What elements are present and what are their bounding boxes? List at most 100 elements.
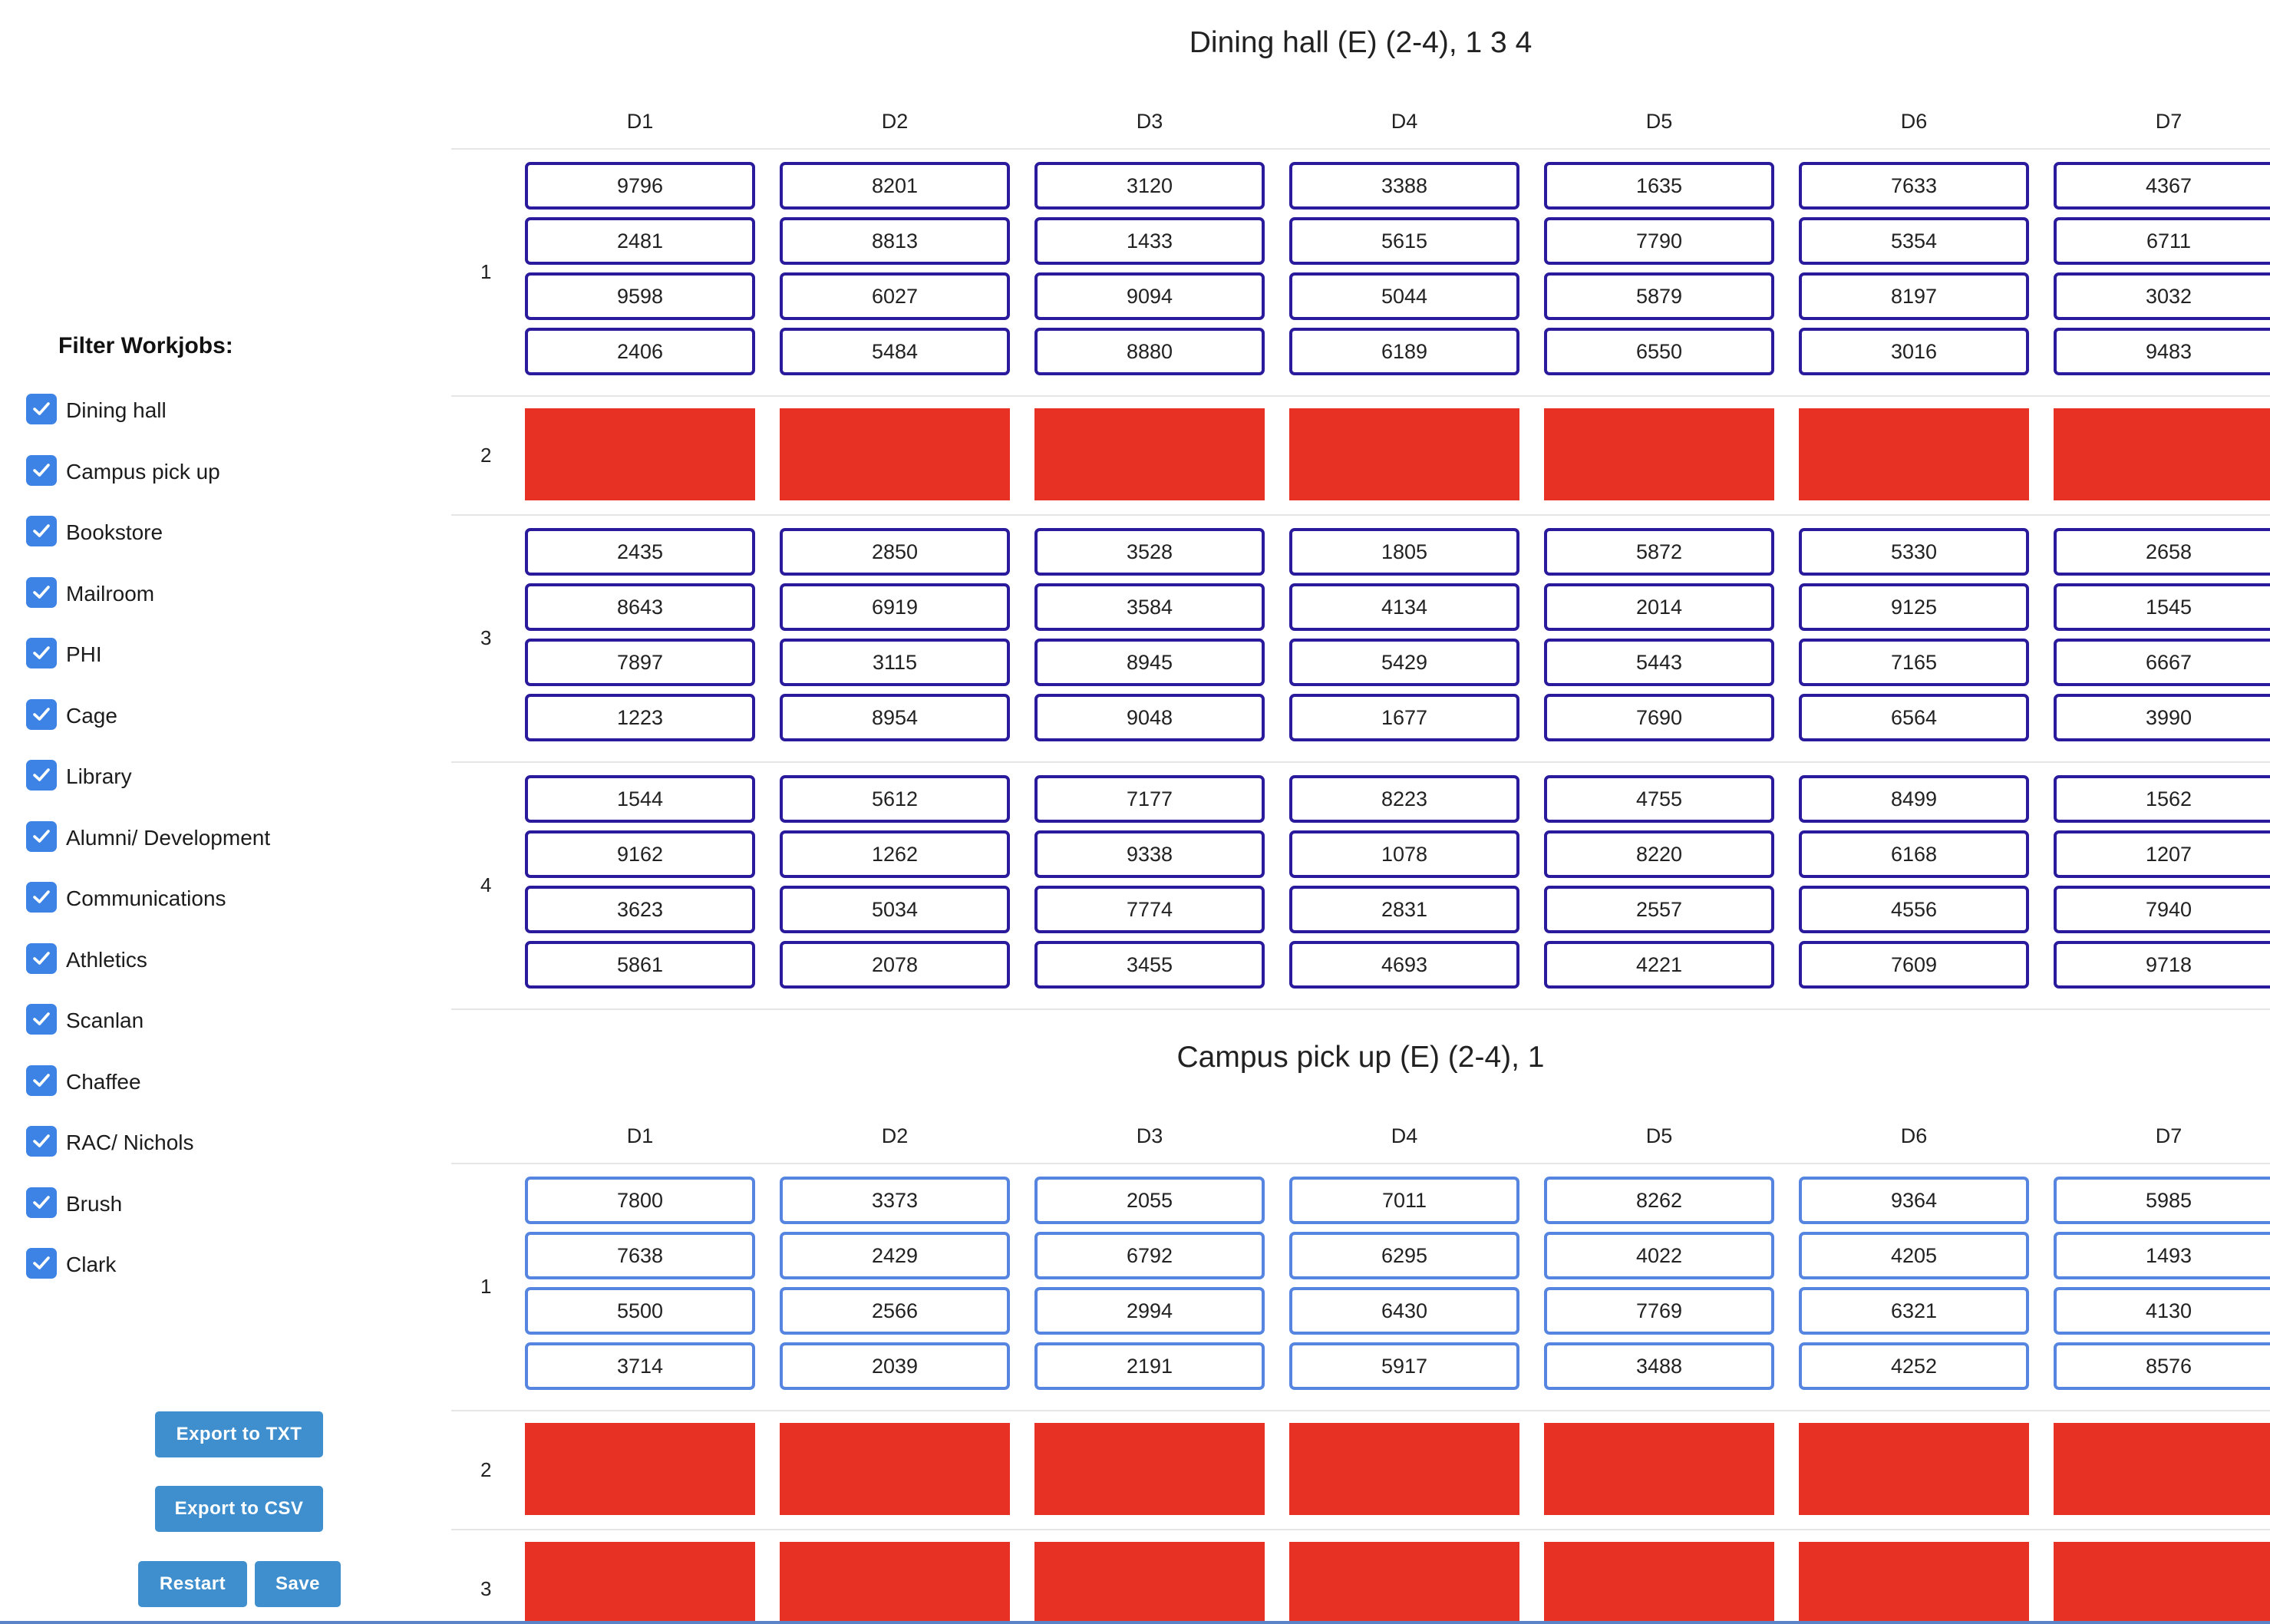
workjob-cell[interactable]: 1677 <box>1289 694 1519 741</box>
workjob-cell[interactable]: 9338 <box>1034 830 1265 878</box>
workjob-cell[interactable]: 5615 <box>1289 217 1519 265</box>
workjob-cell[interactable]: 4205 <box>1799 1232 2029 1279</box>
workjob-cell[interactable]: 7177 <box>1034 775 1265 823</box>
workjob-cell[interactable]: 4367 <box>2054 162 2270 210</box>
checkbox[interactable] <box>26 516 57 546</box>
workjob-cell[interactable]: 9796 <box>525 162 755 210</box>
restart-button[interactable]: Restart <box>138 1561 247 1607</box>
workjob-cell[interactable]: 3032 <box>2054 272 2270 320</box>
workjob-cell[interactable]: 5985 <box>2054 1177 2270 1224</box>
workjob-cell[interactable]: 5034 <box>780 886 1010 933</box>
workjob-cell[interactable]: 2055 <box>1034 1177 1265 1224</box>
workjob-cell[interactable]: 5500 <box>525 1287 755 1335</box>
workjob-cell[interactable]: 5484 <box>780 328 1010 375</box>
workjob-cell[interactable]: 1223 <box>525 694 755 741</box>
workjob-cell[interactable]: 9094 <box>1034 272 1265 320</box>
workjob-cell[interactable]: 7800 <box>525 1177 755 1224</box>
workjob-cell[interactable]: 4755 <box>1544 775 1774 823</box>
save-button[interactable]: Save <box>255 1561 341 1607</box>
workjob-cell[interactable]: 5044 <box>1289 272 1519 320</box>
workjob-cell[interactable]: 1562 <box>2054 775 2270 823</box>
workjob-cell[interactable]: 6667 <box>2054 639 2270 686</box>
checkbox[interactable] <box>26 1187 57 1218</box>
workjob-cell[interactable]: 6321 <box>1799 1287 2029 1335</box>
workjob-cell[interactable]: 8262 <box>1544 1177 1774 1224</box>
workjob-cell[interactable]: 7690 <box>1544 694 1774 741</box>
workjob-cell[interactable]: 7011 <box>1289 1177 1519 1224</box>
checkbox[interactable] <box>26 821 57 852</box>
workjob-cell[interactable]: 4134 <box>1289 583 1519 631</box>
workjob-cell[interactable]: 1805 <box>1289 528 1519 576</box>
workjob-cell[interactable]: 2831 <box>1289 886 1519 933</box>
workjob-cell[interactable]: 7897 <box>525 639 755 686</box>
workjob-cell[interactable]: 2078 <box>780 941 1010 989</box>
workjob-cell[interactable]: 1262 <box>780 830 1010 878</box>
workjob-cell[interactable]: 9162 <box>525 830 755 878</box>
checkbox[interactable] <box>26 760 57 791</box>
checkbox[interactable] <box>26 699 57 730</box>
workjob-cell[interactable]: 2658 <box>2054 528 2270 576</box>
checkbox[interactable] <box>26 394 57 424</box>
workjob-cell[interactable]: 8223 <box>1289 775 1519 823</box>
workjob-cell[interactable]: 6564 <box>1799 694 2029 741</box>
workjob-cell[interactable]: 1493 <box>2054 1232 2270 1279</box>
workjob-cell[interactable]: 1544 <box>525 775 755 823</box>
workjob-cell[interactable]: 7774 <box>1034 886 1265 933</box>
workjob-cell[interactable]: 2850 <box>780 528 1010 576</box>
workjob-cell[interactable]: 1545 <box>2054 583 2270 631</box>
workjob-cell[interactable]: 7940 <box>2054 886 2270 933</box>
workjob-cell[interactable]: 7790 <box>1544 217 1774 265</box>
export-txt-button[interactable]: Export to TXT <box>155 1411 323 1457</box>
workjob-cell[interactable]: 8945 <box>1034 639 1265 686</box>
workjob-cell[interactable]: 2557 <box>1544 886 1774 933</box>
workjob-cell[interactable]: 2481 <box>525 217 755 265</box>
workjob-cell[interactable]: 6430 <box>1289 1287 1519 1335</box>
workjob-cell[interactable]: 9364 <box>1799 1177 2029 1224</box>
workjob-cell[interactable]: 4130 <box>2054 1287 2270 1335</box>
workjob-cell[interactable]: 3584 <box>1034 583 1265 631</box>
workjob-cell[interactable]: 2435 <box>525 528 755 576</box>
workjob-cell[interactable]: 7165 <box>1799 639 2029 686</box>
workjob-cell[interactable]: 4221 <box>1544 941 1774 989</box>
workjob-cell[interactable]: 1635 <box>1544 162 1774 210</box>
workjob-cell[interactable]: 5879 <box>1544 272 1774 320</box>
workjob-cell[interactable]: 7633 <box>1799 162 2029 210</box>
workjob-cell[interactable]: 2994 <box>1034 1287 1265 1335</box>
workjob-cell[interactable]: 2039 <box>780 1342 1010 1390</box>
workjob-cell[interactable]: 6792 <box>1034 1232 1265 1279</box>
workjob-cell[interactable]: 3528 <box>1034 528 1265 576</box>
workjob-cell[interactable]: 5443 <box>1544 639 1774 686</box>
workjob-cell[interactable]: 3388 <box>1289 162 1519 210</box>
workjob-cell[interactable]: 3373 <box>780 1177 1010 1224</box>
checkbox[interactable] <box>26 882 57 913</box>
workjob-cell[interactable]: 8954 <box>780 694 1010 741</box>
workjob-cell[interactable]: 2406 <box>525 328 755 375</box>
workjob-cell[interactable]: 9718 <box>2054 941 2270 989</box>
workjob-cell[interactable]: 8201 <box>780 162 1010 210</box>
workjob-cell[interactable]: 3714 <box>525 1342 755 1390</box>
workjob-cell[interactable]: 9125 <box>1799 583 2029 631</box>
workjob-cell[interactable]: 8197 <box>1799 272 2029 320</box>
workjob-cell[interactable]: 6168 <box>1799 830 2029 878</box>
workjob-cell[interactable]: 8499 <box>1799 775 2029 823</box>
workjob-cell[interactable]: 9483 <box>2054 328 2270 375</box>
workjob-cell[interactable]: 4022 <box>1544 1232 1774 1279</box>
workjob-cell[interactable]: 3623 <box>525 886 755 933</box>
workjob-cell[interactable]: 8813 <box>780 217 1010 265</box>
workjob-cell[interactable]: 7769 <box>1544 1287 1774 1335</box>
workjob-cell[interactable]: 6027 <box>780 272 1010 320</box>
workjob-cell[interactable]: 5429 <box>1289 639 1519 686</box>
workjob-cell[interactable]: 7638 <box>525 1232 755 1279</box>
workjob-cell[interactable]: 5861 <box>525 941 755 989</box>
workjob-cell[interactable]: 3120 <box>1034 162 1265 210</box>
workjob-cell[interactable]: 6295 <box>1289 1232 1519 1279</box>
workjob-cell[interactable]: 3016 <box>1799 328 2029 375</box>
workjob-cell[interactable]: 8643 <box>525 583 755 631</box>
checkbox[interactable] <box>26 943 57 974</box>
workjob-cell[interactable]: 5872 <box>1544 528 1774 576</box>
checkbox[interactable] <box>26 577 57 608</box>
workjob-cell[interactable]: 9598 <box>525 272 755 320</box>
workjob-cell[interactable]: 3115 <box>780 639 1010 686</box>
workjob-cell[interactable]: 1078 <box>1289 830 1519 878</box>
workjob-cell[interactable]: 8576 <box>2054 1342 2270 1390</box>
